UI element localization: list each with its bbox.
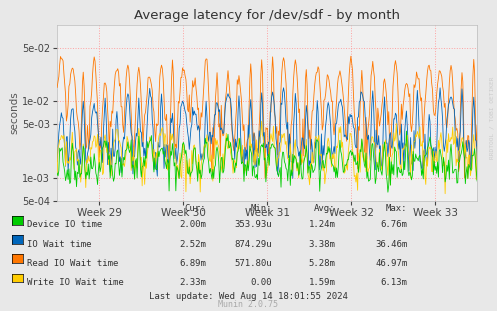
Text: Min:: Min: — [251, 204, 272, 213]
Text: 571.80u: 571.80u — [235, 259, 272, 268]
Text: 874.29u: 874.29u — [235, 240, 272, 249]
Text: Read IO Wait time: Read IO Wait time — [27, 259, 119, 268]
Text: 6.76m: 6.76m — [381, 220, 408, 230]
Text: 2.52m: 2.52m — [179, 240, 206, 249]
Text: Avg:: Avg: — [314, 204, 335, 213]
Text: 353.93u: 353.93u — [235, 220, 272, 230]
Text: 46.97m: 46.97m — [375, 259, 408, 268]
Text: Last update: Wed Aug 14 18:01:55 2024: Last update: Wed Aug 14 18:01:55 2024 — [149, 292, 348, 301]
Text: Write IO Wait time: Write IO Wait time — [27, 278, 124, 287]
Text: IO Wait time: IO Wait time — [27, 240, 92, 249]
Text: 6.13m: 6.13m — [381, 278, 408, 287]
Text: 6.89m: 6.89m — [179, 259, 206, 268]
Text: 1.24m: 1.24m — [309, 220, 335, 230]
Y-axis label: seconds: seconds — [9, 91, 19, 134]
Text: 0.00: 0.00 — [251, 278, 272, 287]
Text: 5.28m: 5.28m — [309, 259, 335, 268]
Text: Device IO time: Device IO time — [27, 220, 102, 230]
Title: Average latency for /dev/sdf - by month: Average latency for /dev/sdf - by month — [134, 9, 400, 22]
Text: 2.00m: 2.00m — [179, 220, 206, 230]
Text: 36.46m: 36.46m — [375, 240, 408, 249]
Text: Munin 2.0.75: Munin 2.0.75 — [219, 300, 278, 309]
Text: Cur:: Cur: — [185, 204, 206, 213]
Text: 3.38m: 3.38m — [309, 240, 335, 249]
Text: RRDTOOL / TOBI OETIKER: RRDTOOL / TOBI OETIKER — [490, 77, 495, 160]
Text: Max:: Max: — [386, 204, 408, 213]
Text: 2.33m: 2.33m — [179, 278, 206, 287]
Text: 1.59m: 1.59m — [309, 278, 335, 287]
